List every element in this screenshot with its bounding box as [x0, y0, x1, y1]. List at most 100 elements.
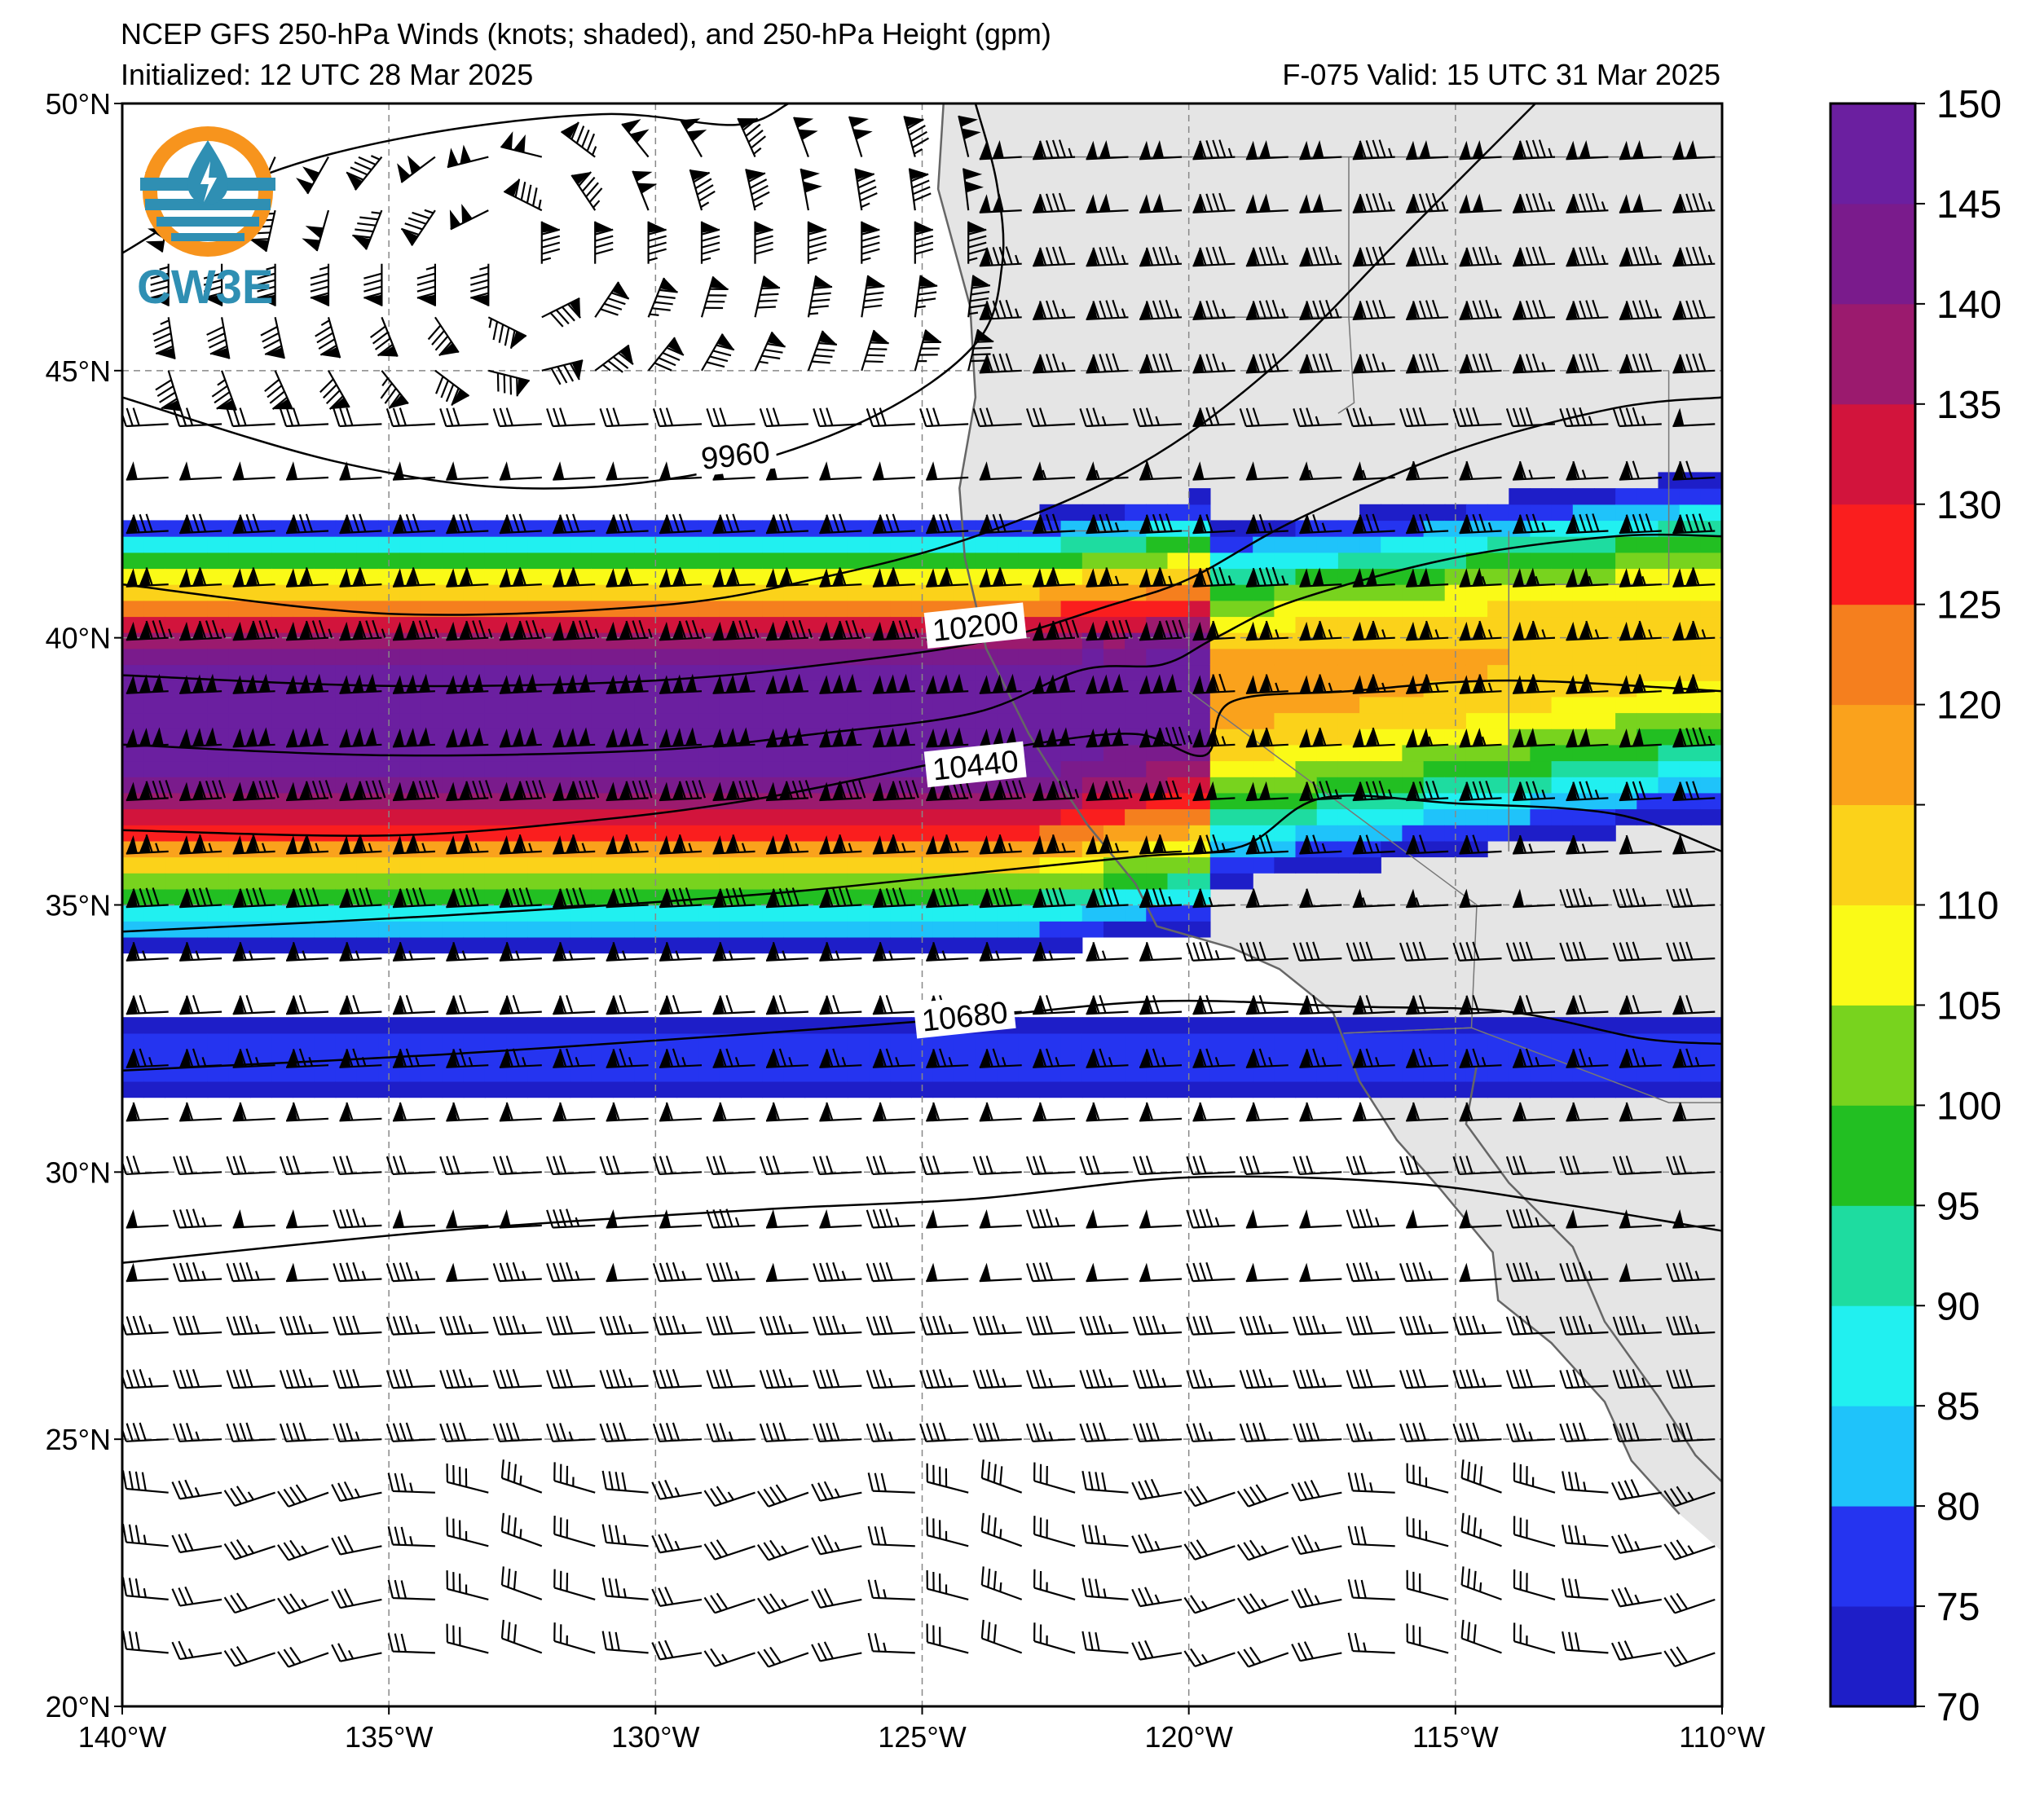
wind-barb	[819, 727, 862, 748]
wind-barb	[546, 1261, 596, 1283]
wind-barb	[1406, 995, 1449, 1015]
lat-tick-label: 20°N	[46, 1690, 111, 1723]
wind-barb	[392, 995, 435, 1015]
wind-barb	[703, 1648, 755, 1667]
wind-barb	[854, 168, 878, 211]
wind-barb	[712, 1102, 755, 1122]
wind-barb	[1562, 1631, 1609, 1654]
wind-barb	[1612, 1369, 1662, 1389]
wind-barb	[1139, 139, 1183, 161]
wind-barb	[179, 567, 222, 588]
wind-barb	[1619, 995, 1662, 1015]
wind-barb	[171, 1533, 222, 1554]
wind-barb	[260, 317, 285, 359]
wind-barb	[286, 1209, 329, 1229]
wind-barb	[706, 1156, 755, 1176]
height-contour	[122, 396, 1722, 688]
wind-barb	[1346, 941, 1395, 962]
colorbar-swatch	[1830, 203, 1915, 305]
wind-barb	[1347, 1632, 1395, 1654]
wind-barb	[1192, 300, 1236, 321]
wind-barb	[1183, 1486, 1236, 1508]
wind-barb	[1406, 1102, 1449, 1122]
wind-barb	[1352, 1102, 1395, 1122]
wind-barb	[439, 1369, 489, 1389]
wind-barb	[499, 727, 542, 748]
wind-barb	[979, 353, 1022, 374]
wind-barb	[400, 209, 436, 246]
wind-barb	[819, 780, 866, 802]
wind-barb	[1459, 780, 1502, 802]
wind-barb	[1406, 834, 1449, 855]
wind-barb	[392, 1209, 435, 1229]
wind-barb	[1026, 1208, 1076, 1229]
wind-barb	[446, 461, 489, 481]
wind-barb	[594, 281, 630, 318]
wind-barb	[1131, 1533, 1183, 1554]
colorbar-swatch	[1830, 604, 1915, 706]
wind-barb	[499, 887, 542, 909]
logo-text: CW3E	[137, 261, 274, 314]
wind-barb	[487, 316, 527, 349]
wind-barb	[1086, 780, 1133, 802]
wind-barb	[866, 1208, 915, 1229]
wind-barb	[1139, 1048, 1183, 1068]
wind-barb	[126, 513, 169, 535]
wind-barb	[1399, 1315, 1449, 1336]
wind-barb	[499, 513, 542, 535]
wind-barb	[1352, 834, 1395, 855]
wind-barb	[1559, 1261, 1609, 1283]
wind-barb	[223, 1646, 275, 1667]
wind-barb	[1079, 1369, 1129, 1389]
wind-barb	[232, 834, 275, 855]
wind-barb	[1139, 780, 1183, 802]
wind-barb	[226, 1156, 275, 1176]
wind-barb	[1192, 673, 1236, 694]
wind-barb	[926, 461, 969, 481]
wind-barb	[446, 1516, 489, 1547]
wind-barb	[1139, 941, 1183, 962]
height-contour	[122, 795, 1722, 933]
colorbar: 70 75 80 85 90 95 100 105 110 120 125 130 135 140 145 1…	[1829, 83, 2002, 1729]
wind-barb	[232, 513, 275, 535]
wind-barb	[1399, 941, 1449, 962]
wind-barb	[647, 337, 685, 372]
wind-barb	[499, 1048, 542, 1068]
wind-barb	[745, 169, 770, 211]
wind-barb	[1559, 1156, 1609, 1176]
wind-barb	[333, 1261, 382, 1283]
wind-barb	[765, 513, 808, 535]
wind-barb	[223, 1486, 275, 1507]
wind-barb	[286, 1102, 329, 1122]
wind-barb	[872, 619, 919, 641]
wind-barb	[1299, 727, 1342, 748]
wind-barb	[470, 263, 490, 306]
wind-barb	[1291, 1587, 1342, 1609]
wind-barb	[1245, 299, 1289, 321]
wind-barb	[1086, 139, 1129, 161]
wind-barb	[972, 1422, 1022, 1442]
wind-barb	[979, 139, 1022, 161]
wind-barb	[980, 1619, 1023, 1654]
wind-barb	[1619, 246, 1662, 267]
wind-barb	[1033, 1516, 1076, 1547]
wind-barb	[1245, 1102, 1289, 1122]
wind-barb	[765, 1209, 808, 1229]
wind-barb	[599, 1315, 649, 1336]
wind-barb	[689, 169, 716, 211]
wind-barb	[765, 619, 813, 641]
wind-barb	[1513, 1569, 1556, 1600]
wind-barb	[594, 221, 614, 264]
wind-barb	[126, 1048, 169, 1068]
wind-barb	[706, 407, 755, 428]
wind-barb	[765, 567, 808, 588]
wind-barb	[1086, 619, 1133, 641]
wind-barb	[1406, 513, 1449, 535]
wind-barb	[385, 1422, 435, 1442]
wind-barb	[872, 567, 915, 588]
wind-barb	[872, 461, 915, 481]
wind-barb	[416, 263, 437, 306]
wind-barb	[1346, 1423, 1395, 1442]
wind-barb	[392, 941, 435, 962]
wind-barb	[926, 1463, 969, 1494]
